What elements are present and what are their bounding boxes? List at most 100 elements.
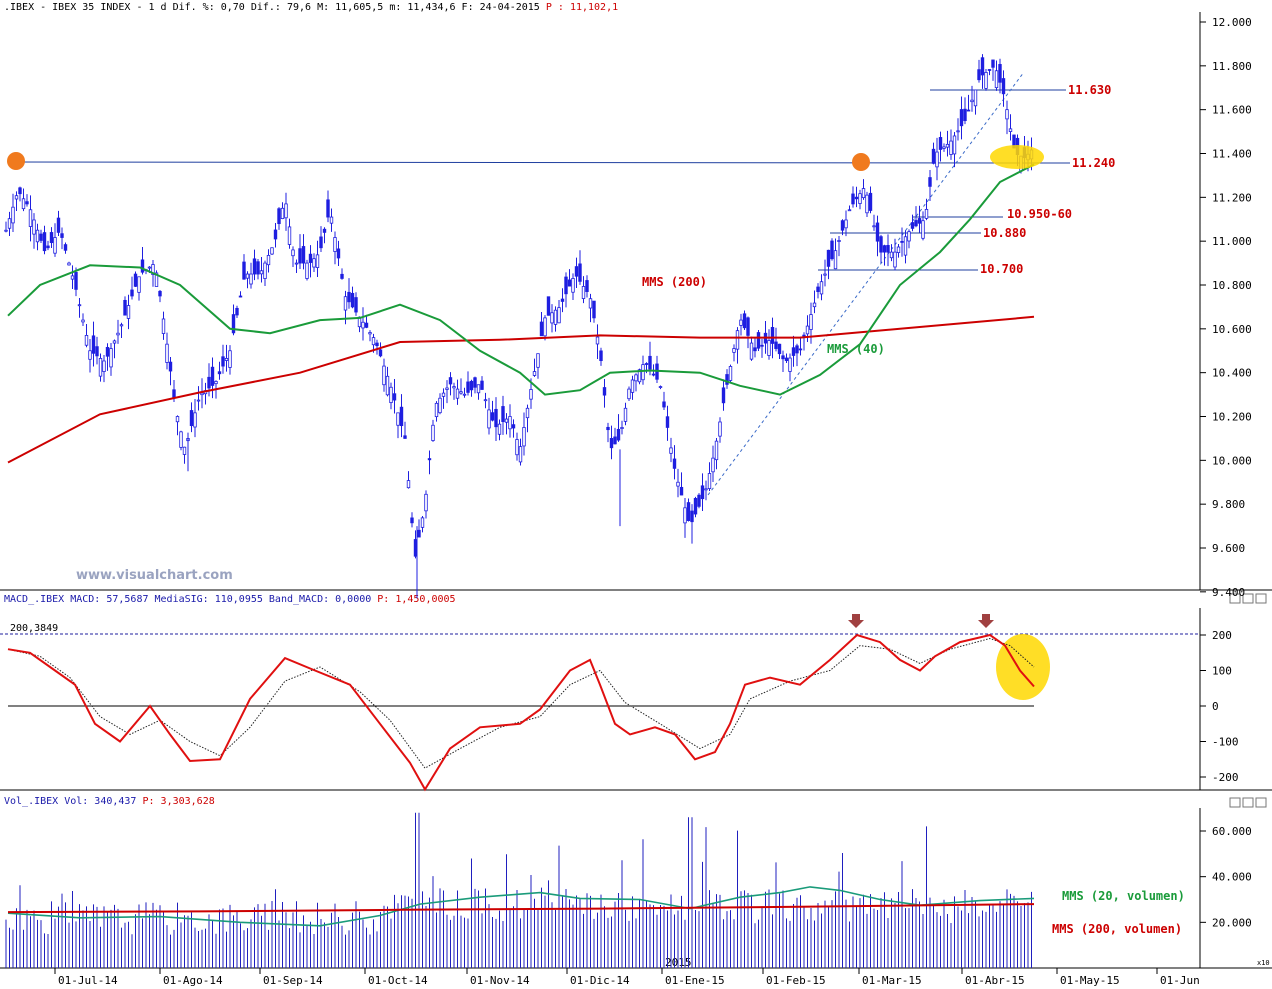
candle	[921, 211, 925, 241]
candle	[515, 432, 519, 461]
candle	[613, 427, 617, 445]
candle	[497, 419, 502, 441]
candle	[305, 259, 309, 281]
candle	[109, 343, 113, 376]
candle	[53, 223, 57, 257]
candle	[294, 259, 299, 274]
level-10700-label: 10.700	[980, 262, 1023, 276]
candle	[721, 379, 726, 411]
candle	[413, 530, 418, 559]
x-tick-label: 01-Dic-14	[570, 974, 630, 987]
candle	[35, 223, 40, 251]
candle	[599, 347, 603, 366]
candle	[424, 490, 428, 519]
candle	[238, 291, 243, 298]
candle	[252, 249, 257, 281]
candle	[490, 400, 495, 422]
candle	[217, 361, 222, 380]
candle	[501, 395, 505, 435]
candle	[914, 206, 918, 228]
candle	[1001, 70, 1006, 107]
volume-bars	[5, 812, 1032, 968]
candle	[889, 244, 894, 262]
candle	[987, 69, 992, 76]
candle	[375, 339, 379, 355]
level-11240-line	[7, 161, 1071, 164]
candle	[536, 353, 540, 379]
price-tick-label: 10.200	[1212, 411, 1252, 424]
candle	[917, 205, 922, 233]
candle	[4, 221, 8, 233]
x-tick-label: 01-Nov-14	[470, 974, 530, 987]
candle	[966, 94, 971, 112]
candle	[46, 240, 50, 251]
candle	[1005, 100, 1009, 135]
candle	[620, 420, 624, 435]
candle	[931, 142, 936, 165]
candle	[56, 210, 61, 237]
macd-line	[7, 633, 1035, 792]
candle	[340, 268, 344, 280]
candle	[609, 425, 614, 460]
candle	[903, 230, 908, 264]
candle	[991, 59, 995, 81]
x-tick-label: 01-May-15	[1060, 974, 1120, 987]
vol-tick-label: 20.000	[1212, 916, 1252, 929]
candle	[525, 404, 530, 433]
price-tick-label: 10.800	[1212, 279, 1252, 292]
candle	[949, 129, 953, 160]
candle	[63, 242, 68, 254]
candle	[543, 315, 547, 341]
candle	[826, 249, 831, 280]
candle	[791, 335, 796, 367]
candle	[812, 290, 817, 314]
candle	[14, 191, 19, 211]
candle	[574, 257, 579, 289]
candle	[767, 329, 771, 360]
candle	[399, 394, 404, 438]
price-tick-label: 9.800	[1212, 498, 1245, 511]
candle	[532, 358, 537, 377]
candle	[728, 364, 733, 384]
candle	[550, 304, 554, 333]
x-tick-label: 01-Ago-14	[163, 974, 223, 987]
candle	[725, 369, 729, 389]
candle	[557, 300, 561, 324]
candle	[245, 271, 250, 289]
macd-signal-line	[7, 637, 1035, 769]
candle	[389, 382, 393, 410]
candle	[795, 343, 799, 367]
candle	[882, 244, 887, 266]
candle	[739, 313, 743, 336]
candle	[823, 259, 827, 287]
price-tick-label: 11.600	[1212, 104, 1252, 117]
candle	[312, 253, 316, 272]
x-tick-label: 01-Sep-14	[263, 974, 323, 987]
candle	[669, 437, 673, 463]
candle	[977, 59, 981, 83]
price-tick-label: 11.200	[1212, 191, 1252, 204]
candle	[707, 462, 712, 492]
candle	[242, 254, 246, 280]
panel-buttons[interactable]	[1229, 593, 1267, 808]
candle	[998, 58, 1002, 94]
candle	[403, 421, 407, 439]
vol-header: Vol_.IBEX Vol: 340,437 P: 3,303,628	[4, 796, 215, 807]
candle	[277, 207, 281, 230]
candle	[266, 249, 271, 273]
candle	[560, 288, 565, 313]
candle	[868, 186, 873, 214]
level-10950-label: 10.950-60	[1007, 207, 1072, 221]
candle	[683, 498, 687, 538]
candle	[581, 276, 586, 304]
level-11240-label: 11.240	[1072, 156, 1115, 170]
candle	[84, 324, 89, 348]
candle	[518, 438, 523, 466]
price-tick-label: 9.400	[1212, 586, 1245, 599]
candle	[875, 215, 880, 257]
candle	[956, 118, 960, 141]
candle	[224, 344, 229, 372]
macd-header: MACD_.IBEX MACD: 57,5687 MediaSIG: 110,0…	[4, 594, 456, 605]
candle	[249, 262, 253, 289]
